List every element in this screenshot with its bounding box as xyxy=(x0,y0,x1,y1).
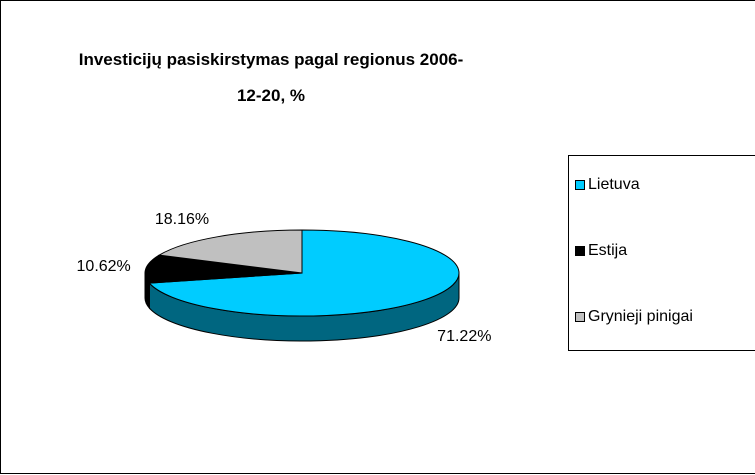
slice xyxy=(144,254,303,284)
data-label: 18.16% xyxy=(155,211,209,228)
legend-label: Lietuva xyxy=(588,176,640,193)
legend-label: Grynieji pinigai xyxy=(588,308,693,325)
chart-title: Investicijų pasiskirstymas pagal regionu… xyxy=(78,50,464,105)
data-label: 10.62% xyxy=(77,258,131,275)
legend-swatch xyxy=(575,312,585,322)
legend-box xyxy=(568,155,755,351)
slice xyxy=(157,229,303,274)
legend-label: Estija xyxy=(588,242,627,259)
legend-swatch xyxy=(575,246,585,256)
legend-swatch xyxy=(575,180,585,190)
slice xyxy=(148,229,460,317)
data-label: 71.22% xyxy=(437,328,491,345)
